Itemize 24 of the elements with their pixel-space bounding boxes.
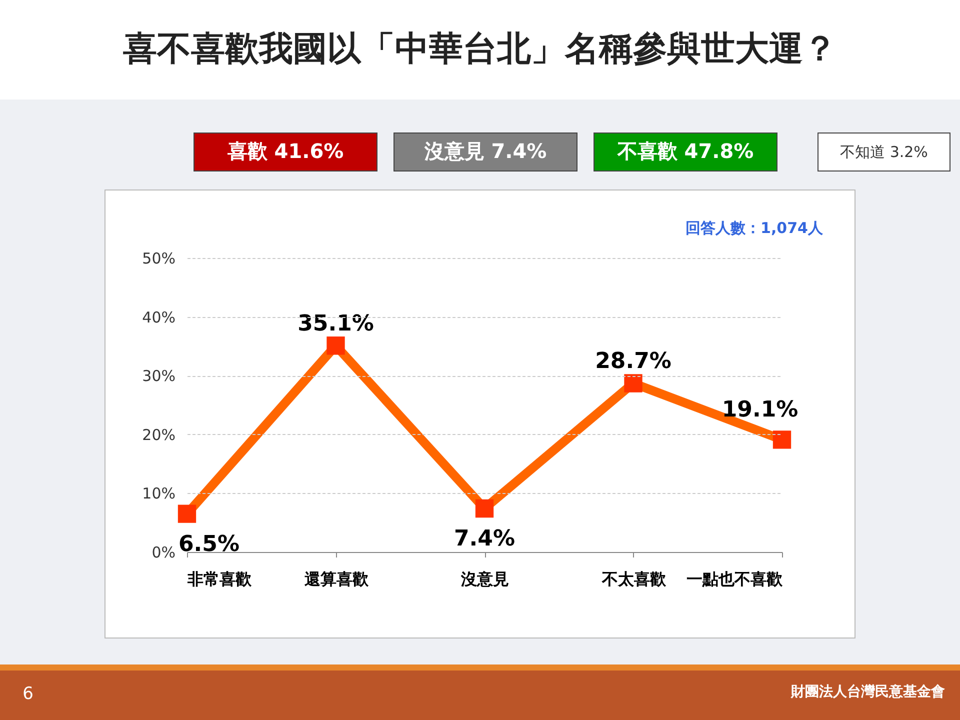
x-tick-label: 非常喜歡 (186, 570, 252, 588)
chart-title: 喜不喜歡我國以「中華台北」名稱參與世大運？ (123, 29, 837, 69)
text: 6 (22, 684, 34, 704)
data-label: 6.5% (178, 532, 240, 557)
y-tick-label: 30% (142, 367, 176, 386)
data-label: 19.1% (722, 398, 798, 423)
text: 回答人數：1,074人 (686, 219, 824, 237)
y-tick-label: 0% (152, 544, 176, 562)
text: 不知道 3.2% (840, 143, 928, 161)
x-tick-label: 不太喜歡 (600, 570, 667, 588)
text: 喜歡 41.6% (226, 139, 344, 163)
y-tick-label: 20% (142, 426, 176, 444)
text: 財團法人台灣民意基金會 (790, 683, 945, 700)
y-tick-label: 40% (142, 308, 176, 326)
x-tick-label: 沒意見 (460, 570, 509, 588)
text: 沒意見 7.4% (423, 139, 547, 163)
x-tick-label: 還算喜歡 (303, 570, 370, 588)
x-tick-label: 一點也不喜歡 (686, 570, 784, 588)
data-label: 7.4% (454, 526, 516, 552)
text: 不喜歡 47.8% (616, 139, 754, 163)
y-tick-label: 50% (142, 250, 176, 268)
data-label: 28.7% (595, 349, 672, 374)
y-tick-label: 10% (142, 484, 176, 503)
data-label: 35.1% (298, 312, 374, 337)
